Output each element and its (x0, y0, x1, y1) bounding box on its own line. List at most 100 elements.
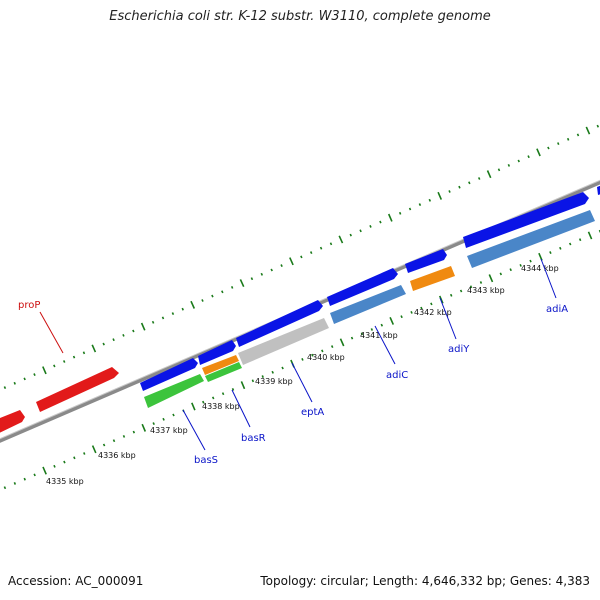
gene-label-eptA[interactable]: eptA (301, 407, 324, 418)
minor-tick (221, 290, 224, 294)
major-tick (190, 300, 196, 309)
minor-tick (211, 396, 215, 400)
leader-basS (182, 409, 206, 451)
minor-tick (3, 486, 7, 490)
minor-tick (428, 198, 432, 202)
minor-tick (83, 452, 86, 455)
feature-adiA[interactable] (467, 210, 595, 268)
scale-label: 4338 kbp (202, 402, 240, 411)
inner-features (144, 210, 595, 408)
gene-label-adiA[interactable]: adiA (546, 304, 568, 315)
major-tick (42, 366, 47, 375)
minor-tick (449, 293, 453, 297)
leader-basR (231, 389, 251, 428)
leader-proP (39, 311, 64, 354)
minor-tick (112, 439, 116, 443)
gene-label-adiY[interactable]: adiY (448, 344, 470, 355)
minor-tick (102, 443, 106, 447)
gene-arrow-3[interactable] (236, 300, 323, 347)
minor-tick (576, 133, 580, 137)
gene-arrow-4[interactable] (327, 268, 398, 306)
major-tick (486, 170, 492, 179)
minor-tick (458, 185, 461, 189)
minor-tick (102, 342, 105, 346)
major-tick (91, 445, 97, 454)
minor-tick (281, 366, 284, 370)
gene-arrow-5[interactable] (405, 249, 447, 273)
minor-tick (13, 381, 16, 385)
gene-label-basR[interactable]: basR (241, 433, 266, 444)
minor-tick (448, 190, 451, 193)
gene-label-proP[interactable]: proP (18, 300, 40, 311)
major-tick (587, 231, 593, 240)
minor-tick (132, 430, 136, 434)
minor-tick (221, 392, 225, 396)
feature-basS[interactable] (144, 374, 204, 408)
minor-tick (251, 379, 255, 383)
minor-tick (509, 268, 512, 272)
label-leaders (39, 258, 557, 451)
major-tick (42, 466, 47, 475)
minor-tick (499, 272, 503, 276)
major-tick (239, 279, 245, 288)
feature-basR-orange[interactable] (202, 355, 239, 375)
minor-tick (63, 460, 66, 464)
major-tick (140, 322, 146, 331)
minor-tick (557, 142, 560, 146)
minor-tick (459, 289, 463, 293)
scale-label: 4342 kbp (414, 308, 452, 317)
feature-adiC[interactable] (330, 285, 406, 324)
minor-tick (122, 434, 126, 438)
feature-basR-green[interactable] (205, 362, 242, 382)
major-tick (91, 344, 97, 353)
minor-tick (359, 229, 362, 233)
minor-tick (72, 355, 76, 359)
minor-tick (23, 477, 26, 481)
minor-tick (270, 268, 273, 272)
minor-tick (82, 351, 86, 355)
gene-arrow-2[interactable] (198, 340, 236, 365)
minor-tick (152, 422, 155, 426)
scale-label: 4343 kbp (467, 286, 505, 295)
major-tick (338, 235, 344, 244)
minor-tick (379, 220, 382, 224)
minor-tick (62, 360, 66, 363)
gene-arrow-1[interactable] (140, 358, 198, 391)
minor-tick (360, 332, 364, 336)
major-tick (191, 402, 196, 411)
minor-tick (410, 310, 413, 314)
feature-eptA[interactable] (238, 318, 329, 365)
minor-tick (408, 207, 412, 211)
minor-tick (420, 306, 423, 310)
minor-tick (53, 364, 56, 368)
gene-arrow-red-left[interactable] (0, 410, 25, 435)
gene-arrow-proP[interactable] (36, 367, 119, 412)
minor-tick (230, 285, 234, 289)
major-tick (438, 295, 444, 304)
minor-tick (132, 329, 135, 333)
minor-tick (380, 323, 384, 327)
major-tick (585, 126, 591, 135)
minor-tick (398, 211, 402, 215)
minor-tick (479, 281, 483, 284)
scale-label: 4335 kbp (46, 477, 84, 486)
minor-tick (151, 320, 155, 324)
minor-tick (53, 464, 56, 468)
gene-arrow-6[interactable] (463, 192, 589, 248)
minor-tick (321, 349, 324, 353)
minor-tick (330, 345, 334, 349)
minor-tick (369, 224, 372, 228)
major-tick (387, 213, 393, 222)
inner-tick-ring (3, 229, 600, 490)
feature-adiY[interactable] (410, 266, 455, 291)
minor-tick (181, 307, 184, 311)
forward-genes (0, 184, 600, 435)
gene-label-adiC[interactable]: adiC (386, 370, 408, 381)
gene-arrow-7[interactable] (597, 184, 600, 195)
minor-tick (430, 302, 433, 306)
gene-label-basS[interactable]: basS (194, 455, 218, 466)
scale-label: 4337 kbp (150, 426, 188, 435)
major-tick (339, 338, 345, 347)
